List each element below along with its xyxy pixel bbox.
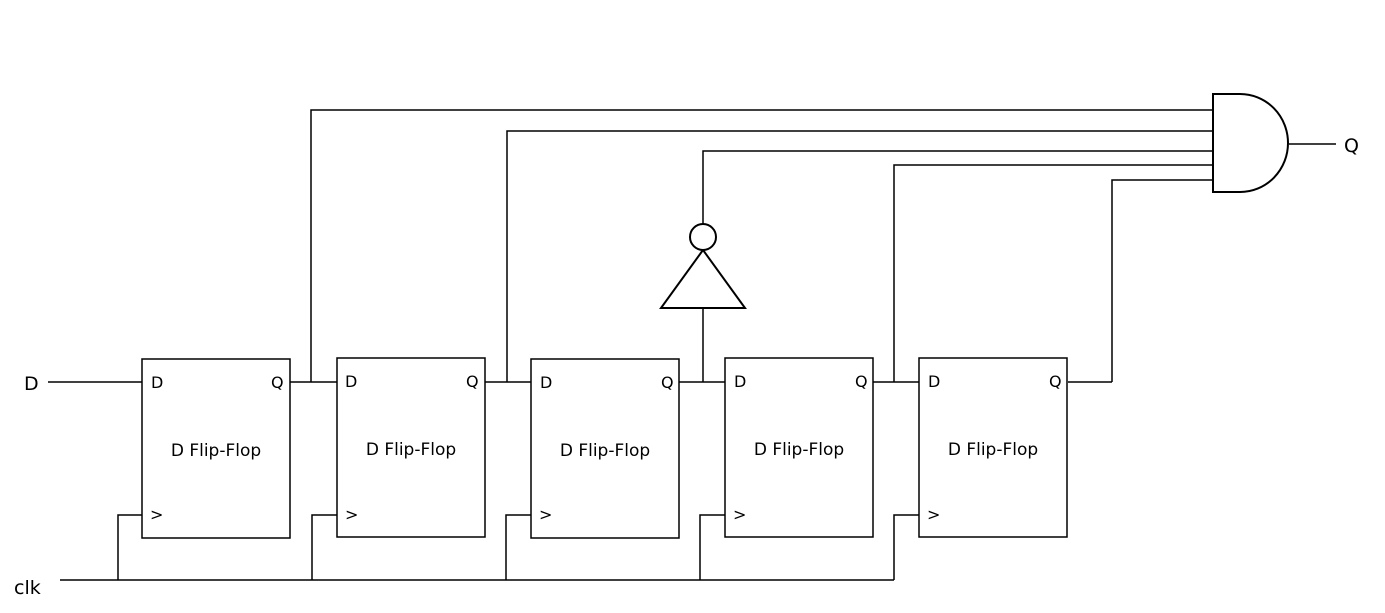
ff5-d-pin: D [928, 372, 940, 391]
ff2-d-pin: D [345, 372, 357, 391]
ff5-q-pin: Q [1049, 372, 1062, 391]
ff1-q-pin: Q [271, 373, 284, 392]
not-gate-icon [659, 223, 747, 309]
flip-flop-1: D Q > D Flip-Flop [141, 358, 291, 539]
ff4-d-pin: D [734, 372, 746, 391]
ff2-clk-pin: > [345, 505, 358, 524]
ff3-clk-pin: > [539, 505, 552, 524]
tap-wire-1 [310, 109, 1213, 382]
tap-wire-4 [893, 164, 1213, 382]
ff5-clk-pin: > [927, 505, 940, 524]
output-q-label: Q [1344, 135, 1359, 157]
flip-flop-2: D Q > D Flip-Flop [336, 357, 486, 538]
ff4-title: D Flip-Flop [754, 440, 844, 460]
clk-branch-1 [117, 514, 142, 580]
input-clk-label: clk [14, 577, 41, 599]
ff5-title: D Flip-Flop [948, 440, 1038, 460]
tap-wire-3 [702, 150, 1213, 224]
ff2-q-pin: Q [466, 372, 479, 391]
ff3-d-pin: D [540, 373, 552, 392]
ff1-clk-pin: > [150, 505, 163, 524]
ff4-q-pin: Q [855, 372, 868, 391]
ff3-title: D Flip-Flop [560, 441, 650, 461]
ff3-q-pin: Q [661, 373, 674, 392]
ff1-d-pin: D [151, 373, 163, 392]
flip-flop-5: D Q > D Flip-Flop [918, 357, 1068, 538]
and-gate-icon [1212, 93, 1289, 193]
ff2-title: D Flip-Flop [366, 440, 456, 460]
clk-branch-2 [311, 514, 337, 580]
clk-branch-4 [699, 514, 725, 580]
flip-flop-4: D Q > D Flip-Flop [724, 357, 874, 538]
ff4-clk-pin: > [733, 505, 746, 524]
ff1-title: D Flip-Flop [171, 441, 261, 461]
clk-branch-5 [893, 514, 919, 580]
flip-flop-3: D Q > D Flip-Flop [530, 358, 680, 539]
clk-branch-3 [505, 514, 531, 580]
tap-wire-5 [1111, 179, 1213, 382]
tap-wire-2 [506, 130, 1213, 382]
input-d-label: D [24, 373, 39, 395]
